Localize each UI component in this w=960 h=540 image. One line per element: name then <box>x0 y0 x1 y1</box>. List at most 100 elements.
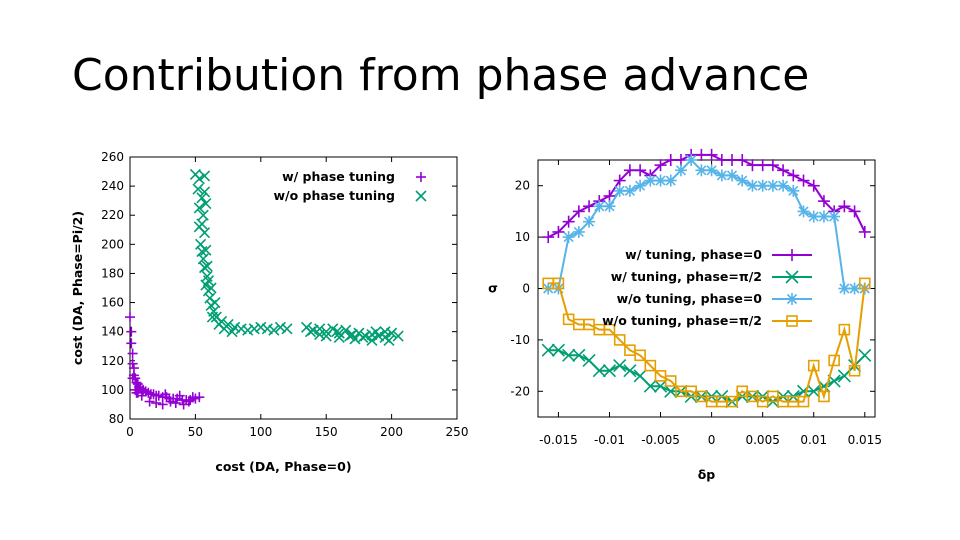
data-point <box>664 384 678 398</box>
data-point <box>127 348 138 359</box>
data-point <box>379 326 391 338</box>
data-point <box>603 189 616 202</box>
y-tick-label: 0 <box>522 282 530 296</box>
data-point <box>797 205 810 218</box>
data-point <box>664 154 677 166</box>
slide-title: Contribution from phase advance <box>72 50 810 101</box>
data-point <box>551 343 565 357</box>
y-tick-label: 100 <box>101 383 124 397</box>
data-point <box>715 154 728 166</box>
x-tick-label: 100 <box>249 425 272 439</box>
data-point <box>583 200 596 213</box>
data-point <box>634 179 647 192</box>
y-tick-label: 10 <box>515 230 530 244</box>
y-tick-label: 180 <box>101 266 124 280</box>
data-point <box>160 389 171 400</box>
left-marks <box>125 168 404 410</box>
data-point <box>174 390 185 401</box>
data-point <box>736 154 749 166</box>
data-point <box>777 164 790 177</box>
data-point <box>187 392 198 403</box>
left-legend: w/ phase tuning w/o phase tuning <box>273 169 427 203</box>
data-point <box>193 221 205 233</box>
data-point <box>715 169 728 182</box>
data-point <box>314 329 326 341</box>
data-point <box>787 184 800 197</box>
data-point <box>828 354 840 367</box>
data-point <box>304 326 317 338</box>
data-point <box>634 349 646 362</box>
data-point <box>201 260 213 272</box>
right-marks <box>541 148 872 409</box>
data-point <box>331 326 343 338</box>
y-axis-label: σ <box>488 281 498 296</box>
data-point <box>838 200 851 213</box>
data-point <box>807 179 820 192</box>
data-point <box>797 395 810 408</box>
y-tick-label: -10 <box>510 333 530 347</box>
data-point <box>165 396 176 407</box>
legend-marker <box>786 249 798 261</box>
data-point <box>572 205 585 218</box>
data-point <box>196 246 208 258</box>
data-point <box>695 164 708 177</box>
data-point <box>255 321 267 333</box>
x-tick-label: 0 <box>708 433 716 447</box>
data-point <box>705 164 718 177</box>
x-axis-label: δp <box>698 467 716 482</box>
data-point <box>357 331 369 344</box>
data-point <box>235 323 247 335</box>
y-tick-label: 220 <box>101 208 124 222</box>
data-point <box>633 369 647 383</box>
legend-marker <box>785 270 799 284</box>
y-tick-label: 20 <box>515 179 530 193</box>
data-point <box>613 334 626 346</box>
data-point <box>320 326 332 338</box>
y-tick-label: 120 <box>101 354 124 368</box>
data-point <box>644 359 657 372</box>
x-tick-label: 0.01 <box>800 433 827 447</box>
data-point <box>654 174 667 187</box>
data-point <box>777 179 790 192</box>
data-point <box>674 164 687 177</box>
data-point <box>202 275 215 287</box>
y-tick-label: 160 <box>101 296 124 310</box>
data-point <box>807 210 820 223</box>
plot-frame <box>129 156 458 420</box>
data-point <box>198 170 211 182</box>
left-axes: 0 50 100 150 200 250 80 100 120 140 160 180 200 220 24… <box>70 150 468 474</box>
x-tick-label: 0.015 <box>848 433 882 447</box>
data-point <box>837 369 851 383</box>
data-point <box>281 323 293 335</box>
x-tick-label: 0.005 <box>745 433 779 447</box>
legend-label: w/o phase tuning <box>273 188 395 203</box>
data-point <box>132 387 143 398</box>
data-point <box>818 390 830 403</box>
data-point <box>193 202 205 214</box>
data-point <box>603 323 616 336</box>
x-tick-label: 150 <box>315 425 338 439</box>
data-point <box>613 174 626 187</box>
data-point <box>807 384 821 398</box>
data-point <box>817 195 830 208</box>
data-point <box>200 244 212 256</box>
y-tick-label: -20 <box>510 384 530 398</box>
data-point <box>766 179 779 192</box>
data-point <box>828 210 841 223</box>
data-point <box>200 198 212 210</box>
data-point <box>746 179 759 192</box>
x-tick-label: 200 <box>380 425 403 439</box>
data-point <box>848 205 861 218</box>
data-point <box>643 379 657 393</box>
data-point <box>157 399 168 410</box>
x-tick-label: -0.005 <box>641 433 680 447</box>
data-point <box>634 164 647 177</box>
data-point <box>623 184 636 197</box>
data-point <box>383 334 395 346</box>
data-point <box>592 364 606 378</box>
data-point <box>366 334 378 346</box>
data-point <box>370 326 382 338</box>
data-point <box>320 330 332 342</box>
y-tick-label: 240 <box>101 179 124 193</box>
